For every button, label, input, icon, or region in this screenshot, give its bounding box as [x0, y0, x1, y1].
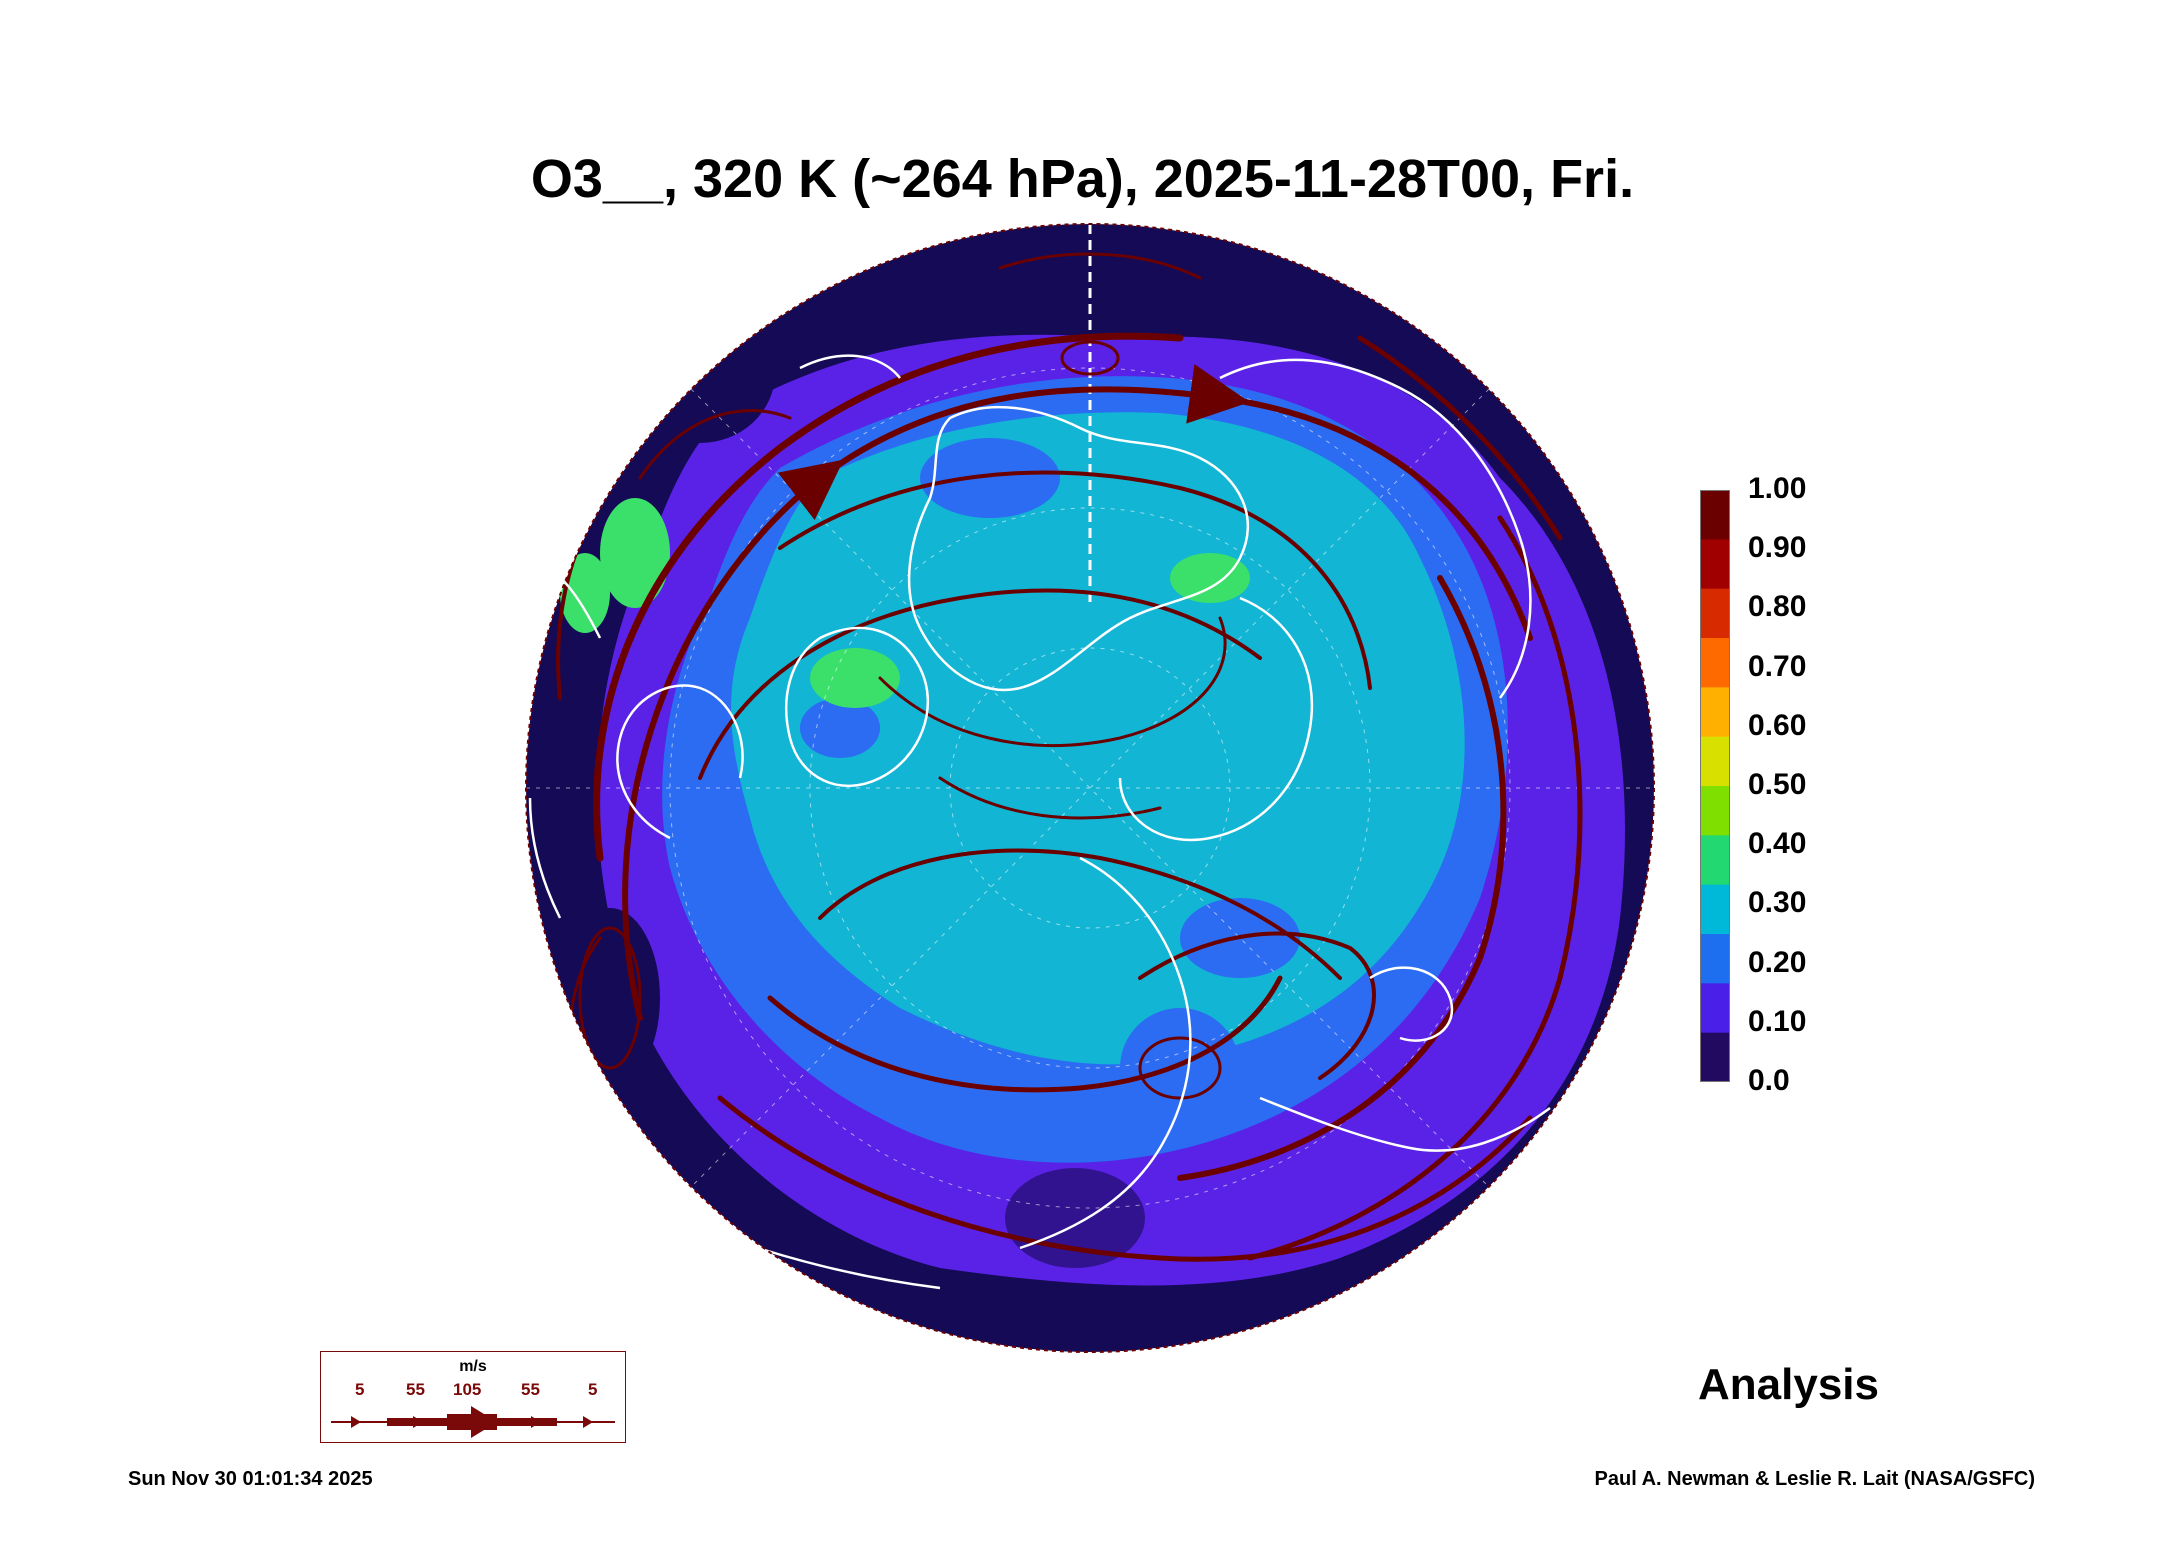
- colorbar-tick-label: 0.0: [1748, 1064, 1790, 1097]
- field-high: [560, 553, 610, 633]
- colorbar-segment: [1700, 588, 1730, 639]
- colorbar-segment: [1700, 687, 1730, 738]
- coastline: [528, 797, 562, 919]
- colorbar-tick-label: 0.60: [1748, 708, 1807, 742]
- wind-speed-legend: m/s 5 55 105 55 5: [320, 1351, 626, 1443]
- colorbar-segment: [1700, 934, 1730, 984]
- polar-ozone-map: [525, 223, 1655, 1353]
- colorbar-tick-label: 0.10: [1748, 1004, 1807, 1038]
- colorbar-segment: [1700, 983, 1730, 1034]
- streamline: [1357, 335, 1563, 541]
- analysis-label: Analysis: [1698, 1360, 1879, 1409]
- colorbar-segment: [1700, 1032, 1730, 1082]
- colorbar-segment: [1700, 835, 1730, 886]
- streamline: [818, 848, 1342, 980]
- colorbar: [1700, 490, 1730, 1082]
- colorbar-segment: [1700, 539, 1730, 590]
- streamline: [767, 975, 1283, 1093]
- colorbar-tick-label: 0.70: [1748, 649, 1807, 683]
- streamline-vortex: [1138, 1036, 1222, 1100]
- coastline: [1019, 856, 1192, 1250]
- field-patch: [800, 698, 880, 758]
- coastline: [907, 405, 1250, 692]
- field-high: [810, 648, 900, 708]
- colorbar-segment: [1700, 786, 1730, 836]
- legend-speed: 55: [406, 1380, 425, 1399]
- legend-unit: m/s: [459, 1358, 487, 1375]
- colorbar-tick-label: 0.40: [1748, 827, 1807, 861]
- streamline: [622, 364, 1533, 1021]
- streamline: [1138, 931, 1376, 1080]
- field-patch: [920, 438, 1060, 518]
- streamline-vortex: [578, 926, 642, 1070]
- coastline: [616, 684, 744, 840]
- colorbar-segment: [1700, 884, 1730, 935]
- timestamp: Sun Nov 30 01:01:34 2025: [128, 1468, 373, 1490]
- latitude-circle: [669, 367, 1511, 1209]
- streamline: [938, 776, 1162, 820]
- meridian-line: [690, 388, 1490, 1188]
- legend-arrow-graphic: [331, 1406, 615, 1438]
- streamline: [778, 470, 1372, 690]
- map-rim: [525, 223, 1655, 1353]
- field-high: [1170, 553, 1250, 603]
- streamline-vortex: [1060, 340, 1120, 376]
- coastline: [1259, 1096, 1551, 1152]
- meridian-line: [690, 388, 1490, 1188]
- colorbar-segment: [1700, 490, 1730, 540]
- coastline: [799, 354, 901, 379]
- latitude-circle: [949, 647, 1231, 929]
- streamline: [638, 409, 792, 480]
- colorbar-tick-label: 0.20: [1748, 945, 1807, 979]
- legend-speed: 105: [453, 1380, 482, 1399]
- legend-speed: 5: [355, 1380, 365, 1399]
- colorbar-segment: [1700, 736, 1730, 787]
- coastline: [1369, 966, 1454, 1042]
- colorbar-tick-label: 0.80: [1748, 590, 1807, 624]
- latitude-circle: [809, 507, 1371, 1069]
- coastline: [785, 626, 930, 788]
- field-dark: [1120, 1008, 1240, 1128]
- field-teal: [731, 412, 1465, 1065]
- chart-title: O3__, 320 K (~264 hPa), 2025-11-28T00, F…: [530, 149, 1635, 209]
- streamline: [698, 588, 1262, 780]
- colorbar-tick-label: 0.90: [1748, 531, 1807, 565]
- colorbar-tick-label: 0.30: [1748, 886, 1807, 920]
- colorbar-segment: [1700, 638, 1730, 688]
- colorbar-tick-label: 0.50: [1748, 768, 1807, 801]
- coastline: [1219, 358, 1532, 699]
- coastline: [1118, 596, 1314, 842]
- credit: Paul A. Newman & Leslie R. Lait (NASA/GS…: [1594, 1468, 2035, 1490]
- field-high: [600, 498, 670, 608]
- legend-speed: 5: [588, 1380, 598, 1399]
- colorbar-tick-label: 1.00: [1748, 472, 1807, 505]
- streamline: [593, 332, 1184, 862]
- streamline: [717, 1095, 1533, 1262]
- streamline: [878, 616, 1227, 747]
- legend-speed: 55: [521, 1380, 540, 1399]
- streamline: [998, 252, 1202, 280]
- streamline: [1177, 575, 1507, 1181]
- streamline: [1247, 515, 1583, 1261]
